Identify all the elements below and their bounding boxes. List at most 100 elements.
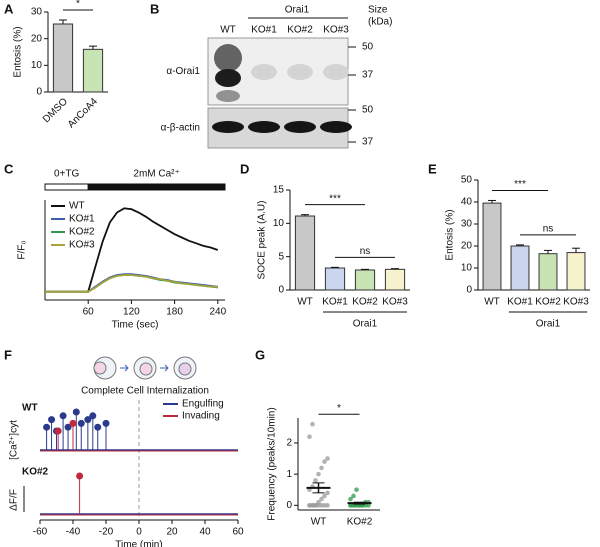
series-line <box>45 274 218 293</box>
blot-group: Orai1 <box>285 5 310 16</box>
band <box>215 69 241 87</box>
significance-label: ns <box>543 224 554 235</box>
point <box>319 496 324 502</box>
y-tick-label: 5 <box>278 251 284 262</box>
point <box>325 490 330 496</box>
size-label: (kDa) <box>368 17 392 28</box>
panel-letter: E <box>428 161 437 176</box>
lane-label: WT <box>220 25 236 36</box>
y-axis-label: Frequency (peaks/10min) <box>267 407 278 520</box>
schematic-title: Complete Cell Internalization <box>81 386 209 397</box>
y-tick-label: 10 <box>461 263 473 274</box>
legend-label: WT <box>69 201 85 212</box>
bar <box>538 253 558 291</box>
y-tick-label: 2 <box>286 438 292 449</box>
lane-label: KO#1 <box>251 25 277 36</box>
significance-label: * <box>76 0 80 10</box>
x-tick-label: 60 <box>83 307 95 318</box>
event-head <box>77 419 85 427</box>
x-axis-label: Time (sec) <box>112 320 159 331</box>
legend-label: Invading <box>182 411 220 422</box>
bar <box>324 267 346 291</box>
y-tick-label: 0 <box>36 87 42 98</box>
event-head <box>72 408 80 416</box>
y-tick-label: 10 <box>31 60 43 71</box>
x-tick-label: -20 <box>99 527 114 538</box>
y-tick-label: 30 <box>31 7 43 18</box>
y-tick-label: 15 <box>273 185 285 196</box>
x-tick-label: 120 <box>123 307 140 318</box>
x-tick-label: KO#3 <box>382 297 408 308</box>
cell-icon <box>139 362 153 376</box>
row-label: KO#2 <box>22 467 49 478</box>
x-tick-label: KO#2 <box>352 297 378 308</box>
group-label: Orai1 <box>353 319 378 330</box>
panel-letter: A <box>4 1 14 16</box>
lane-label: KO#2 <box>287 25 313 36</box>
y-axis-label: SOCE peak (A.U) <box>257 201 268 280</box>
event-head <box>54 427 62 435</box>
x-tick-label: KO#3 <box>563 297 589 308</box>
schematic-icons <box>93 356 197 380</box>
marker-label: 50 <box>362 105 374 116</box>
point <box>325 503 330 508</box>
cell-icon <box>178 362 192 376</box>
x-tick-label: 0 <box>136 527 142 538</box>
y-axis-label: Entosis (%) <box>445 209 456 260</box>
significance-label: *** <box>514 179 526 190</box>
y-tick-label: 40 <box>461 197 473 208</box>
y-axis-label: Entosis (%) <box>13 26 24 77</box>
panel-letter: G <box>255 347 265 362</box>
event-head <box>84 416 92 424</box>
x-tick-label: WT <box>297 297 313 308</box>
panel-letter: D <box>240 161 249 176</box>
y-tick-label: 1 <box>286 469 292 480</box>
event-head <box>59 412 67 420</box>
legend-label: Engulfing <box>182 399 224 410</box>
legend-label: KO#1 <box>69 214 95 225</box>
event-head <box>76 472 84 480</box>
phase-bar <box>87 183 226 191</box>
phase-bar <box>44 183 89 191</box>
bar <box>52 23 74 93</box>
marker-label: 37 <box>362 137 374 148</box>
band <box>323 64 349 80</box>
y-tick-label: 30 <box>461 219 473 230</box>
size-label: Size <box>368 5 388 16</box>
x-tick-label: 60 <box>232 527 244 538</box>
band <box>287 64 313 80</box>
marker-label: 37 <box>362 70 374 81</box>
significance-label: *** <box>329 193 341 204</box>
event-head <box>94 423 102 431</box>
y-tick-label: 10 <box>273 218 285 229</box>
event-head <box>43 423 51 431</box>
y-axis-label: F/F₀ <box>17 240 28 259</box>
band <box>251 64 277 80</box>
lane-label: KO#3 <box>323 25 349 36</box>
panel-letter: C <box>4 161 14 176</box>
row-label: WT <box>22 403 38 414</box>
band <box>214 44 242 72</box>
series-line <box>45 273 218 293</box>
event-head <box>102 419 110 427</box>
bar <box>354 269 376 291</box>
bar <box>384 268 406 291</box>
band <box>320 121 352 133</box>
x-tick-label: 180 <box>166 307 183 318</box>
point <box>351 493 356 499</box>
event-head <box>69 419 77 427</box>
x-tick-label: 240 <box>209 307 226 318</box>
x-tick-label: DMSO <box>41 96 70 125</box>
point <box>310 421 315 427</box>
significance-label: * <box>337 403 341 414</box>
point <box>354 487 359 493</box>
point <box>316 499 321 505</box>
panel-letter: F <box>4 347 12 362</box>
scale-label: ΔF/F <box>9 489 20 511</box>
x-tick-label: 40 <box>199 527 211 538</box>
band <box>216 90 240 102</box>
point <box>322 493 327 499</box>
scale-label: [Ca²⁺]cyt <box>9 420 20 460</box>
